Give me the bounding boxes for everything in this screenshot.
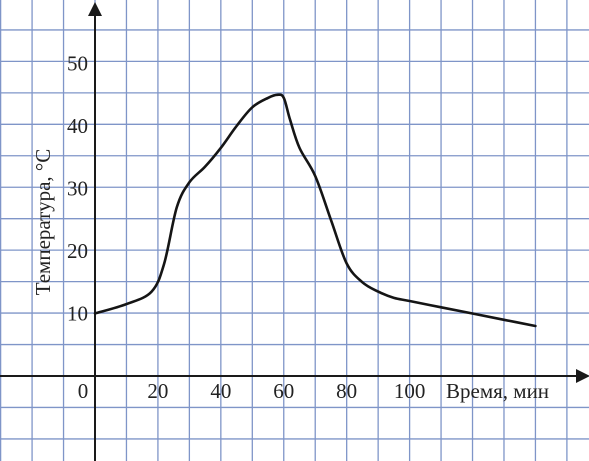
y-tick-label: 30	[67, 177, 88, 201]
y-axis-label: Температура, °С	[31, 149, 55, 296]
y-tick-label: 10	[67, 302, 88, 326]
y-tick-label: 50	[67, 52, 88, 76]
x-tick-label: 40	[210, 379, 231, 403]
x-tick-labels: 0 20 40 60 80 100	[78, 379, 426, 403]
x-tick-label: 100	[394, 379, 426, 403]
x-tick-label: 20	[147, 379, 168, 403]
x-axis-label: Время, мин	[446, 379, 549, 403]
y-tick-labels: 10 20 30 40 50	[67, 52, 88, 326]
x-tick-label: 60	[273, 379, 294, 403]
temperature-curve	[93, 93, 537, 328]
x-tick-label: 0	[78, 379, 89, 403]
x-tick-label: 80	[336, 379, 357, 403]
y-tick-label: 40	[67, 114, 88, 138]
y-tick-label: 20	[67, 239, 88, 263]
